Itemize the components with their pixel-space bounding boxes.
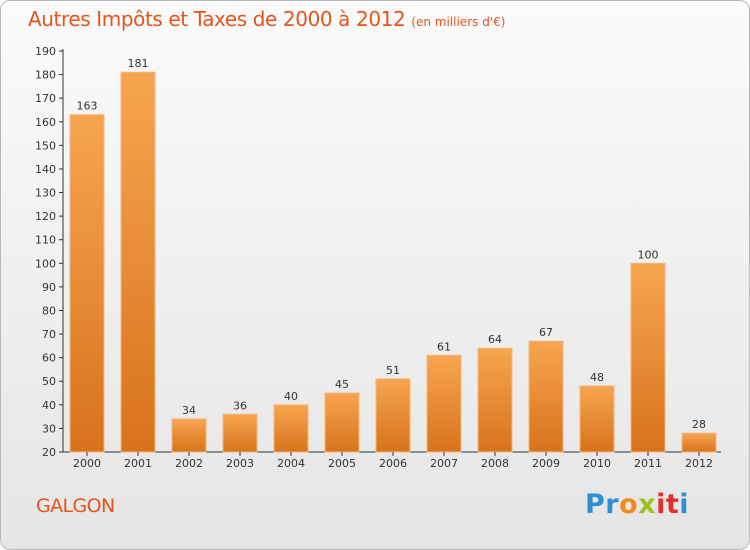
bar xyxy=(324,392,360,453)
y-tick-label: 180 xyxy=(35,69,56,82)
logo-letter: P xyxy=(585,489,606,520)
x-tick-label: 2002 xyxy=(175,457,203,470)
bar-value-label: 40 xyxy=(284,390,298,403)
bars: 163 181 34 36 40 45 51 61 64 67 48 100 28 xyxy=(69,57,717,453)
bar xyxy=(579,385,615,453)
chart-unit: (en milliers d'€) xyxy=(411,15,506,29)
chart-title-text: Autres Impôts et Taxes de 2000 à 2012 xyxy=(28,7,406,31)
bar xyxy=(426,354,462,453)
y-tick-label: 50 xyxy=(42,375,56,388)
bar xyxy=(477,347,513,453)
logo-letter: o xyxy=(619,489,639,520)
y-ticks: 20 30 40 50 60 70 80 90 100 110 120 130 140 150 160 170… xyxy=(35,45,63,459)
x-tick-label: 2000 xyxy=(73,457,101,470)
x-tick-label: 2004 xyxy=(277,457,305,470)
proxiti-logo: Proxiti xyxy=(585,489,689,520)
commune-name: GALGON xyxy=(36,495,115,517)
bar-value-label: 163 xyxy=(77,100,98,113)
logo-letter: i xyxy=(679,489,690,520)
chart-title: Autres Impôts et Taxes de 2000 à 2012 (en… xyxy=(28,7,505,31)
y-tick-label: 30 xyxy=(42,422,56,435)
logo-letter: x xyxy=(638,489,657,520)
x-tick-label: 2005 xyxy=(328,457,356,470)
x-tick-label: 2010 xyxy=(583,457,611,470)
bar-value-label: 64 xyxy=(488,333,502,346)
y-tick-label: 90 xyxy=(42,281,56,294)
x-tick-label: 2009 xyxy=(532,457,560,470)
bar xyxy=(681,432,717,453)
bar xyxy=(120,71,156,453)
y-tick-label: 120 xyxy=(35,210,56,223)
bar-value-label: 36 xyxy=(233,399,247,412)
logo-letter: t xyxy=(665,489,680,520)
y-tick-label: 190 xyxy=(35,45,56,58)
y-tick-label: 170 xyxy=(35,92,56,105)
bar xyxy=(69,114,105,453)
bar-value-label: 48 xyxy=(590,371,604,384)
bar xyxy=(375,378,411,453)
y-tick-label: 60 xyxy=(42,352,56,365)
y-tick-label: 80 xyxy=(42,304,56,317)
logo-letter: r xyxy=(605,489,620,520)
bar-value-label: 34 xyxy=(182,404,196,417)
x-tick-label: 2003 xyxy=(226,457,254,470)
x-tick-label: 2006 xyxy=(379,457,407,470)
bar-value-label: 61 xyxy=(437,340,451,353)
x-labels: 2000 2001 2002 2003 2004 2005 2006 2007 2008 2009… xyxy=(73,452,713,470)
y-tick-label: 130 xyxy=(35,187,56,200)
bar xyxy=(171,418,207,453)
bar-value-label: 28 xyxy=(692,418,706,431)
x-tick-label: 2011 xyxy=(634,457,662,470)
x-tick-label: 2001 xyxy=(124,457,152,470)
bar xyxy=(630,262,666,453)
bar-value-label: 67 xyxy=(539,326,553,339)
bar-value-label: 100 xyxy=(638,248,659,261)
x-tick-label: 2008 xyxy=(481,457,509,470)
logo-letter: i xyxy=(656,489,666,520)
y-tick-label: 140 xyxy=(35,163,56,176)
y-tick-label: 40 xyxy=(42,399,56,412)
y-tick-label: 100 xyxy=(35,257,56,270)
bar xyxy=(222,413,258,453)
x-tick-label: 2012 xyxy=(685,457,713,470)
bar-value-label: 51 xyxy=(386,364,400,377)
y-tick-label: 20 xyxy=(42,446,56,459)
y-tick-label: 110 xyxy=(35,234,56,247)
y-tick-label: 160 xyxy=(35,116,56,129)
y-tick-label: 70 xyxy=(42,328,56,341)
bar xyxy=(273,404,309,453)
y-tick-label: 150 xyxy=(35,139,56,152)
bar xyxy=(528,340,564,453)
bar-value-label: 181 xyxy=(128,57,149,70)
x-tick-label: 2007 xyxy=(430,457,458,470)
bar-value-label: 45 xyxy=(335,378,349,391)
